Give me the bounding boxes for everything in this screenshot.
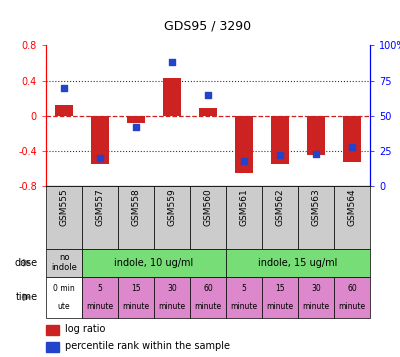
Text: no
indole: no indole xyxy=(51,253,77,272)
Text: 30: 30 xyxy=(167,284,177,293)
Bar xyxy=(190,186,226,249)
Text: time: time xyxy=(16,292,38,302)
Bar xyxy=(262,186,298,249)
Text: minute: minute xyxy=(86,302,114,311)
Point xyxy=(133,124,139,130)
Bar xyxy=(154,186,190,249)
Bar xyxy=(163,78,181,116)
Text: ute: ute xyxy=(58,302,70,311)
Bar xyxy=(46,342,59,352)
Bar xyxy=(82,249,226,277)
Text: 30: 30 xyxy=(311,284,321,293)
Text: 0 min: 0 min xyxy=(53,284,75,293)
Text: GSM564: GSM564 xyxy=(348,188,356,226)
Bar xyxy=(199,108,217,116)
Bar xyxy=(298,277,334,318)
Text: indole, 15 ug/ml: indole, 15 ug/ml xyxy=(258,258,338,268)
Bar xyxy=(46,249,82,277)
Point xyxy=(349,144,355,150)
Point xyxy=(313,151,319,157)
Text: indole, 10 ug/ml: indole, 10 ug/ml xyxy=(114,258,194,268)
Point xyxy=(97,155,103,161)
Text: 5: 5 xyxy=(242,284,246,293)
Text: GSM555: GSM555 xyxy=(60,188,68,226)
Point xyxy=(169,59,175,65)
Bar xyxy=(82,186,118,249)
Text: minute: minute xyxy=(194,302,222,311)
Text: 5: 5 xyxy=(98,284,102,293)
Bar xyxy=(46,325,59,335)
Text: GSM557: GSM557 xyxy=(96,188,104,226)
Text: 15: 15 xyxy=(275,284,285,293)
Text: minute: minute xyxy=(266,302,294,311)
Text: GSM561: GSM561 xyxy=(240,188,248,226)
Bar xyxy=(127,116,145,123)
Bar xyxy=(118,186,154,249)
Bar xyxy=(226,249,370,277)
Text: log ratio: log ratio xyxy=(66,324,106,334)
Text: minute: minute xyxy=(338,302,366,311)
Bar xyxy=(190,277,226,318)
Text: percentile rank within the sample: percentile rank within the sample xyxy=(66,341,230,351)
Text: 15: 15 xyxy=(131,284,141,293)
Bar xyxy=(262,277,298,318)
Bar xyxy=(307,116,325,155)
Bar xyxy=(91,116,109,164)
Bar xyxy=(298,186,334,249)
Point xyxy=(205,92,211,97)
Text: GSM563: GSM563 xyxy=(312,188,320,226)
Text: GSM559: GSM559 xyxy=(168,188,176,226)
Point xyxy=(277,152,283,158)
Bar xyxy=(235,116,253,173)
Text: GSM562: GSM562 xyxy=(276,188,284,226)
Bar xyxy=(343,116,361,162)
Text: 60: 60 xyxy=(347,284,357,293)
Text: GSM558: GSM558 xyxy=(132,188,140,226)
Bar xyxy=(46,277,82,318)
Text: minute: minute xyxy=(230,302,258,311)
Text: minute: minute xyxy=(158,302,186,311)
Text: 60: 60 xyxy=(203,284,213,293)
Text: minute: minute xyxy=(302,302,330,311)
Bar xyxy=(226,277,262,318)
Bar xyxy=(46,186,82,249)
Bar xyxy=(82,277,118,318)
Text: GSM560: GSM560 xyxy=(204,188,212,226)
Text: GDS95 / 3290: GDS95 / 3290 xyxy=(164,20,252,33)
Point xyxy=(61,85,67,91)
Text: minute: minute xyxy=(122,302,150,311)
Bar xyxy=(226,186,262,249)
Text: dose: dose xyxy=(15,258,38,268)
Bar xyxy=(55,105,73,116)
Bar xyxy=(334,186,370,249)
Bar xyxy=(118,277,154,318)
Bar xyxy=(154,277,190,318)
Bar xyxy=(271,116,289,164)
Point xyxy=(241,158,247,164)
Bar xyxy=(334,277,370,318)
